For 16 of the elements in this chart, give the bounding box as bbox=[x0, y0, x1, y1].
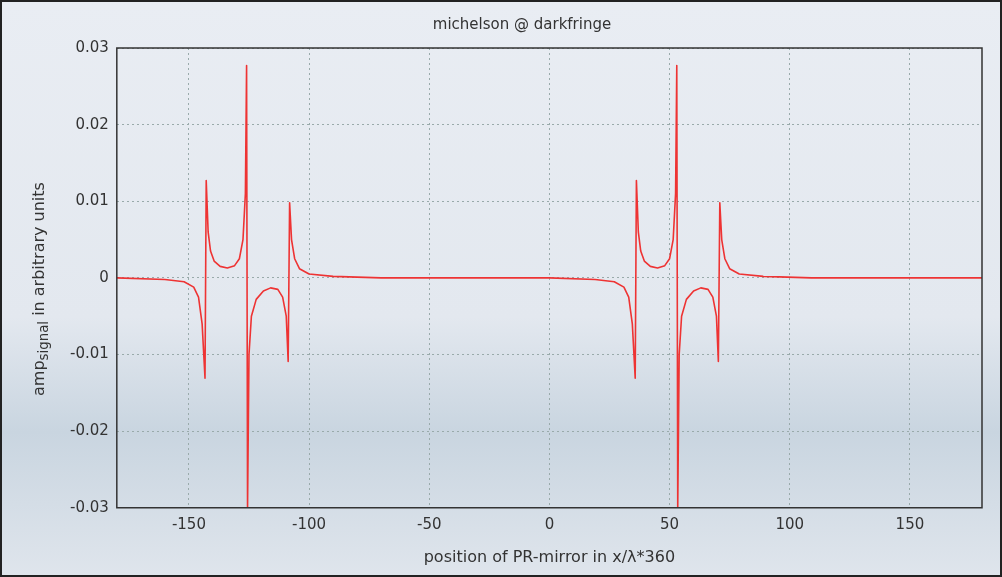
chart-title: michelson @ darkfringe bbox=[432, 14, 612, 33]
y-tick-label: 0.02 bbox=[75, 114, 109, 133]
x-tick-label: -50 bbox=[416, 514, 442, 533]
x-tick-label: 0 bbox=[544, 514, 555, 533]
x-axis-title: position of PR-mirror in x/λ*360 bbox=[423, 546, 676, 566]
x-tick-label: 50 bbox=[660, 514, 680, 533]
x-tick-label: -150 bbox=[171, 514, 206, 533]
y-tick-label: 0.03 bbox=[75, 37, 109, 56]
x-tick-label: 150 bbox=[895, 514, 925, 533]
x-tick-label: 100 bbox=[775, 514, 805, 533]
y-tick-label: 0 bbox=[99, 267, 109, 286]
y-tick-label: -0.03 bbox=[70, 497, 109, 516]
y-tick-label: -0.01 bbox=[70, 344, 109, 363]
x-tick-label: -100 bbox=[292, 514, 327, 533]
y-tick-label: -0.02 bbox=[70, 421, 109, 440]
y-tick-label: 0.01 bbox=[75, 191, 109, 210]
